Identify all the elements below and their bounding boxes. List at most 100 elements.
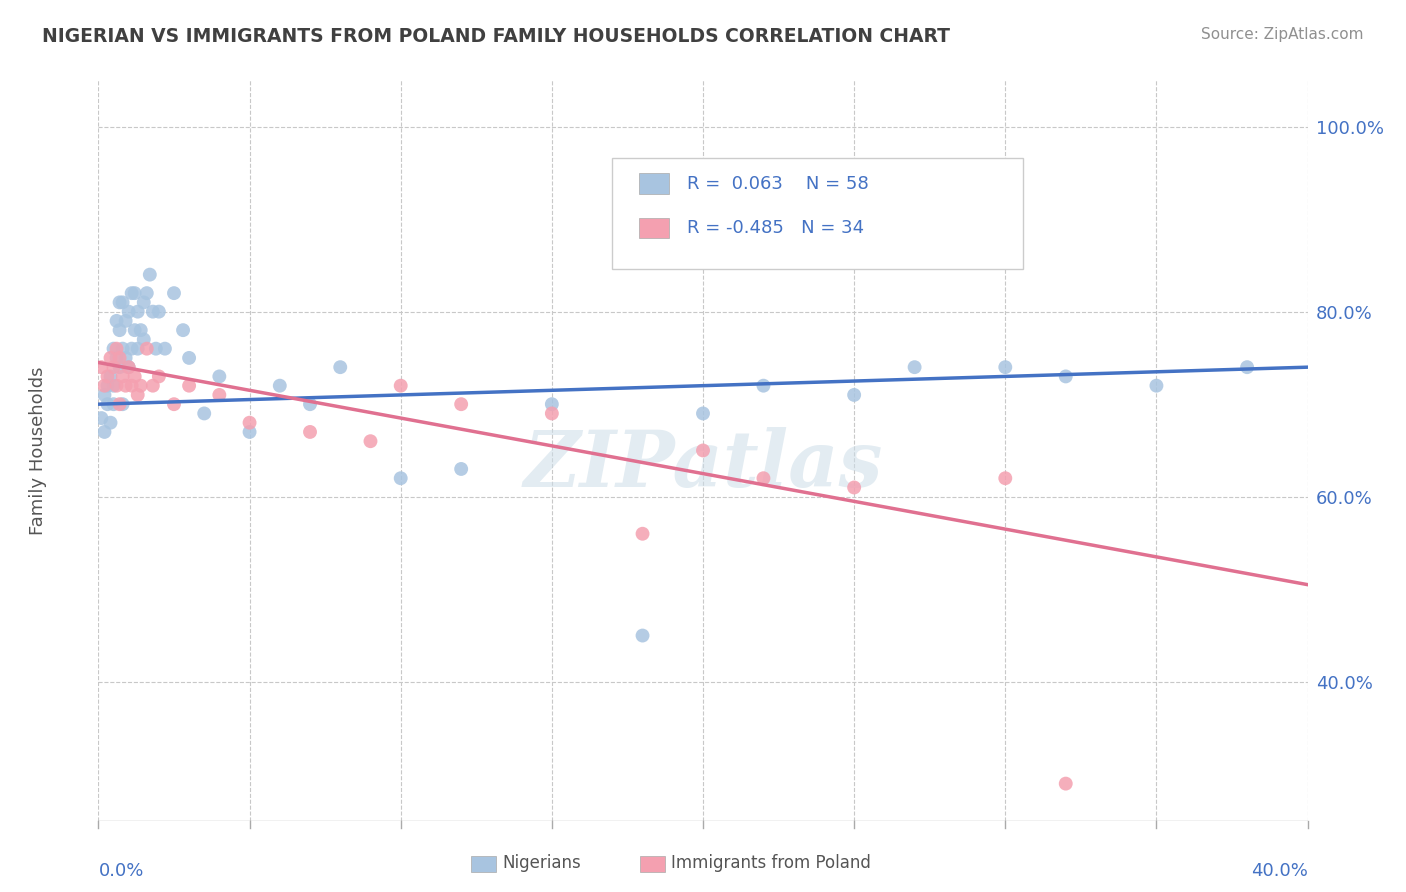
- Point: [93, 378, 115, 392]
- Point: [208, 388, 231, 402]
- Point: [163, 286, 186, 301]
- Point: [360, 434, 382, 449]
- Point: [135, 286, 157, 301]
- Point: [127, 388, 149, 402]
- Point: [1236, 360, 1258, 375]
- Point: [111, 295, 134, 310]
- Point: [90, 360, 112, 375]
- Point: [239, 416, 262, 430]
- Point: [994, 360, 1017, 375]
- Point: [129, 378, 152, 392]
- Text: NIGERIAN VS IMMIGRANTS FROM POLAND FAMILY HOUSEHOLDS CORRELATION CHART: NIGERIAN VS IMMIGRANTS FROM POLAND FAMIL…: [42, 27, 950, 45]
- Point: [93, 425, 115, 439]
- Text: Source: ZipAtlas.com: Source: ZipAtlas.com: [1201, 27, 1364, 42]
- Point: [844, 388, 866, 402]
- Point: [118, 304, 141, 318]
- Point: [179, 351, 201, 365]
- Point: [108, 323, 131, 337]
- Point: [114, 351, 136, 365]
- Point: [103, 378, 125, 392]
- Point: [692, 443, 714, 458]
- Point: [142, 304, 165, 318]
- Point: [103, 360, 125, 375]
- Point: [111, 342, 134, 356]
- Point: [111, 369, 134, 384]
- Text: 40.0%: 40.0%: [1251, 863, 1308, 880]
- Text: Family Households: Family Households: [30, 367, 46, 534]
- Point: [135, 342, 157, 356]
- Point: [692, 407, 714, 421]
- Point: [1054, 776, 1077, 791]
- Point: [127, 342, 149, 356]
- Point: [90, 411, 112, 425]
- Point: [114, 314, 136, 328]
- Point: [96, 369, 118, 384]
- Point: [239, 425, 262, 439]
- Point: [208, 369, 231, 384]
- Point: [121, 342, 143, 356]
- Point: [108, 360, 131, 375]
- Text: Nigerians: Nigerians: [502, 855, 581, 872]
- Point: [153, 342, 176, 356]
- Point: [1144, 378, 1167, 392]
- Point: [752, 378, 775, 392]
- Point: [299, 397, 322, 411]
- Point: [105, 351, 128, 365]
- Point: [103, 342, 125, 356]
- Text: R =  0.063    N = 58: R = 0.063 N = 58: [688, 175, 869, 193]
- Point: [450, 462, 472, 476]
- FancyBboxPatch shape: [638, 173, 669, 194]
- Point: [329, 360, 352, 375]
- FancyBboxPatch shape: [638, 218, 669, 238]
- Point: [108, 397, 131, 411]
- Point: [450, 397, 472, 411]
- Point: [132, 332, 155, 346]
- Point: [96, 378, 118, 392]
- Point: [108, 295, 131, 310]
- Text: Immigrants from Poland: Immigrants from Poland: [671, 855, 870, 872]
- Point: [132, 295, 155, 310]
- Point: [129, 323, 152, 337]
- Point: [148, 369, 170, 384]
- Text: 0.0%: 0.0%: [98, 863, 143, 880]
- Point: [121, 286, 143, 301]
- Point: [540, 397, 562, 411]
- Point: [139, 268, 162, 282]
- Point: [124, 369, 146, 384]
- Point: [540, 407, 562, 421]
- Point: [114, 378, 136, 392]
- FancyBboxPatch shape: [613, 158, 1024, 269]
- Point: [163, 397, 186, 411]
- Point: [904, 360, 927, 375]
- Point: [111, 397, 134, 411]
- Point: [118, 360, 141, 375]
- Point: [631, 628, 654, 642]
- Point: [389, 378, 412, 392]
- Point: [179, 378, 201, 392]
- Point: [105, 342, 128, 356]
- Point: [172, 323, 194, 337]
- Point: [100, 416, 122, 430]
- Point: [269, 378, 291, 392]
- Point: [121, 378, 143, 392]
- Point: [96, 397, 118, 411]
- Point: [752, 471, 775, 485]
- Point: [299, 425, 322, 439]
- Point: [118, 360, 141, 375]
- Point: [124, 323, 146, 337]
- Point: [994, 471, 1017, 485]
- Point: [145, 342, 167, 356]
- Point: [127, 304, 149, 318]
- Point: [100, 369, 122, 384]
- Point: [1054, 369, 1077, 384]
- Point: [193, 407, 215, 421]
- Point: [844, 481, 866, 495]
- Text: R = -0.485   N = 34: R = -0.485 N = 34: [688, 219, 865, 237]
- Point: [100, 351, 122, 365]
- Point: [105, 314, 128, 328]
- Point: [93, 388, 115, 402]
- Point: [103, 397, 125, 411]
- Text: ZIPatlas: ZIPatlas: [523, 427, 883, 503]
- Point: [148, 304, 170, 318]
- Point: [105, 378, 128, 392]
